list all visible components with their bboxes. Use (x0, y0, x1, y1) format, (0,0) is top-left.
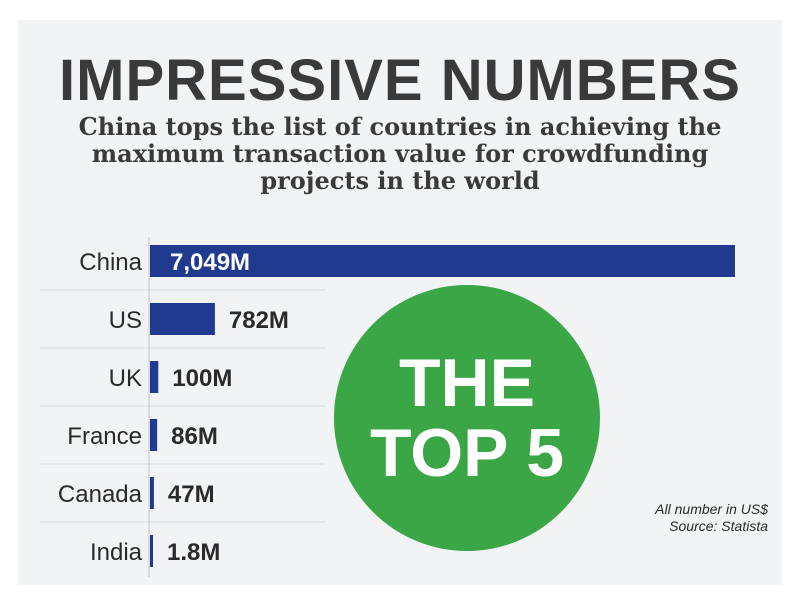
category-label-uk: UK (109, 365, 142, 392)
value-label-us: 782M (229, 307, 289, 334)
category-label-canada: Canada (58, 481, 143, 508)
value-label-france: 86M (171, 423, 218, 450)
top5-badge (334, 285, 600, 551)
page-subtitle: China tops the list of countries in achi… (78, 112, 722, 195)
bar-canada (150, 477, 154, 509)
currency-note: All number in US$ (655, 501, 768, 517)
value-label-china: 7,049M (170, 249, 250, 276)
page-title: IMPRESSIVE NUMBERS (59, 48, 741, 113)
source-text: Source: Statista (669, 518, 768, 534)
value-label-india: 1.8M (167, 539, 220, 566)
category-label-us: US (109, 307, 142, 334)
value-label-uk: 100M (172, 365, 232, 392)
category-label-china: China (79, 249, 142, 276)
badge-line-2: TOP 5 (370, 415, 564, 491)
source-note: All number in US$ Source: Statista (588, 501, 768, 535)
bar-france (150, 419, 158, 451)
badge-line-1: THE (399, 345, 535, 421)
category-label-india: India (90, 539, 143, 566)
category-label-france: France (67, 423, 142, 450)
bar-china (150, 245, 735, 277)
bar-uk (150, 361, 159, 393)
bar-india (150, 535, 153, 567)
value-label-canada: 47M (168, 481, 215, 508)
bar-us (150, 303, 215, 335)
